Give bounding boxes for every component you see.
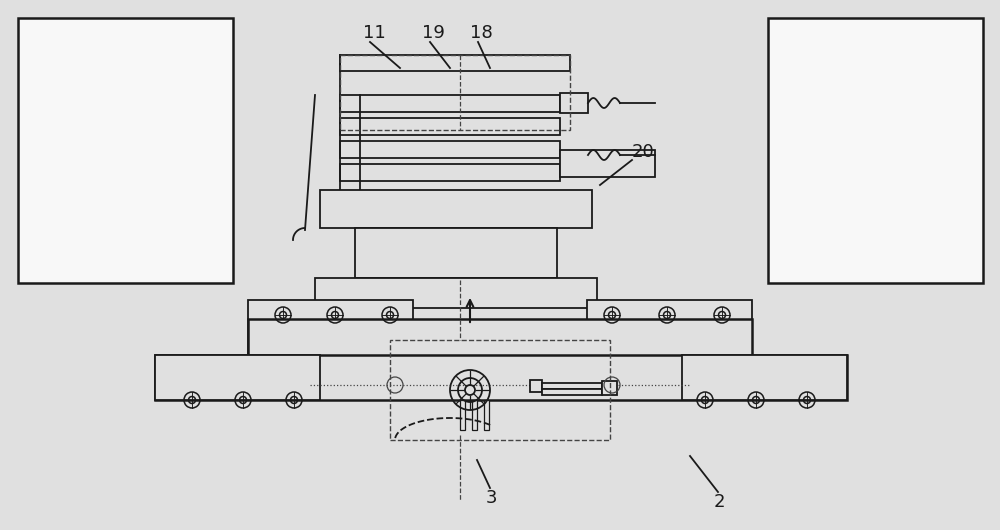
Bar: [560, 150, 655, 177]
Bar: [355, 228, 557, 278]
Bar: [542, 389, 602, 395]
Text: 20: 20: [632, 143, 655, 161]
Bar: [320, 190, 592, 228]
Text: 3: 3: [486, 489, 498, 507]
Bar: [248, 300, 413, 357]
Bar: [340, 55, 570, 130]
Bar: [587, 300, 752, 357]
Bar: [340, 95, 560, 112]
Bar: [340, 164, 560, 181]
Bar: [472, 400, 477, 430]
Bar: [340, 141, 560, 158]
Text: 18: 18: [470, 24, 493, 42]
Text: 19: 19: [422, 24, 445, 42]
Bar: [340, 55, 570, 71]
Text: 2: 2: [714, 493, 726, 511]
Bar: [315, 278, 597, 308]
Bar: [542, 383, 602, 389]
Bar: [484, 400, 489, 430]
Bar: [340, 118, 560, 135]
Bar: [460, 400, 465, 430]
Bar: [390, 340, 610, 440]
Bar: [530, 380, 542, 392]
Bar: [768, 18, 983, 283]
Text: 11: 11: [363, 24, 386, 42]
Bar: [560, 93, 588, 113]
Bar: [602, 381, 617, 395]
Bar: [18, 18, 233, 283]
Bar: [155, 355, 320, 400]
Bar: [682, 355, 847, 400]
Bar: [155, 355, 847, 400]
Bar: [248, 319, 752, 357]
